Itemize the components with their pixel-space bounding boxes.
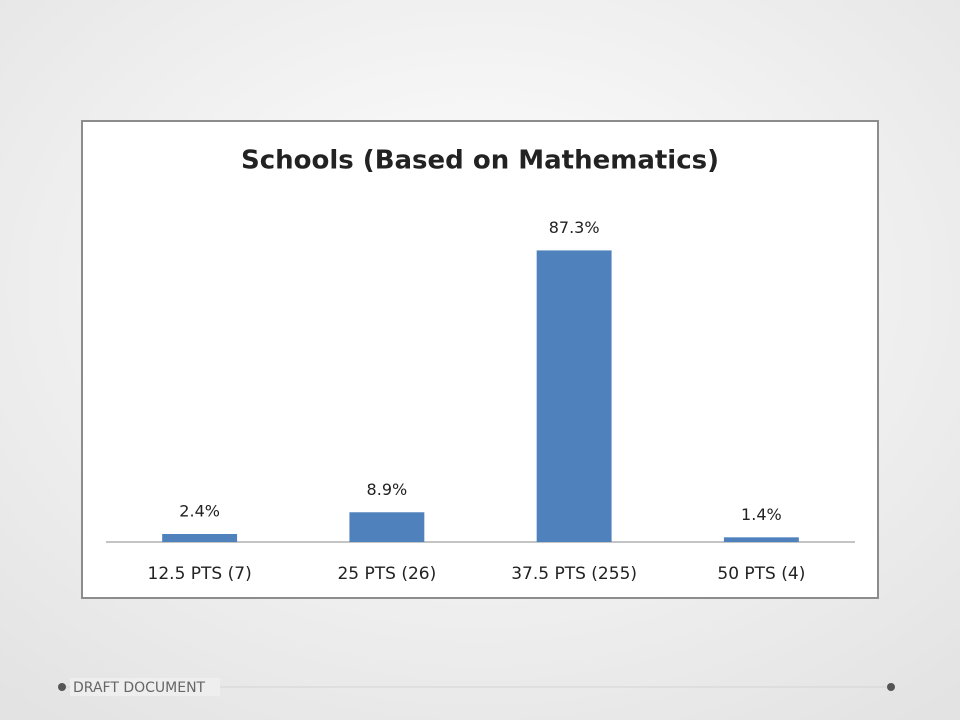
bar [723,537,799,542]
bar [536,250,612,542]
x-tick-label: 12.5 PTS (7) [148,564,252,584]
bar [162,533,238,542]
footer-text: DRAFT DOCUMENT [73,680,206,696]
chart-frame [81,120,879,599]
data-label: 87.3% [549,218,600,237]
footer-dot [58,683,66,691]
x-tick-label: 25 PTS (26) [337,564,436,584]
footer-dot [887,683,895,691]
data-label: 2.4% [179,501,220,520]
data-label: 8.9% [367,480,408,499]
x-tick-label: 37.5 PTS (255) [511,564,637,584]
x-tick-label: 50 PTS (4) [717,564,805,584]
footer-backdrop [70,678,220,696]
bar [349,512,425,542]
data-label: 1.4% [741,505,782,524]
chart-title: Schools (Based on Mathematics) [241,146,719,176]
